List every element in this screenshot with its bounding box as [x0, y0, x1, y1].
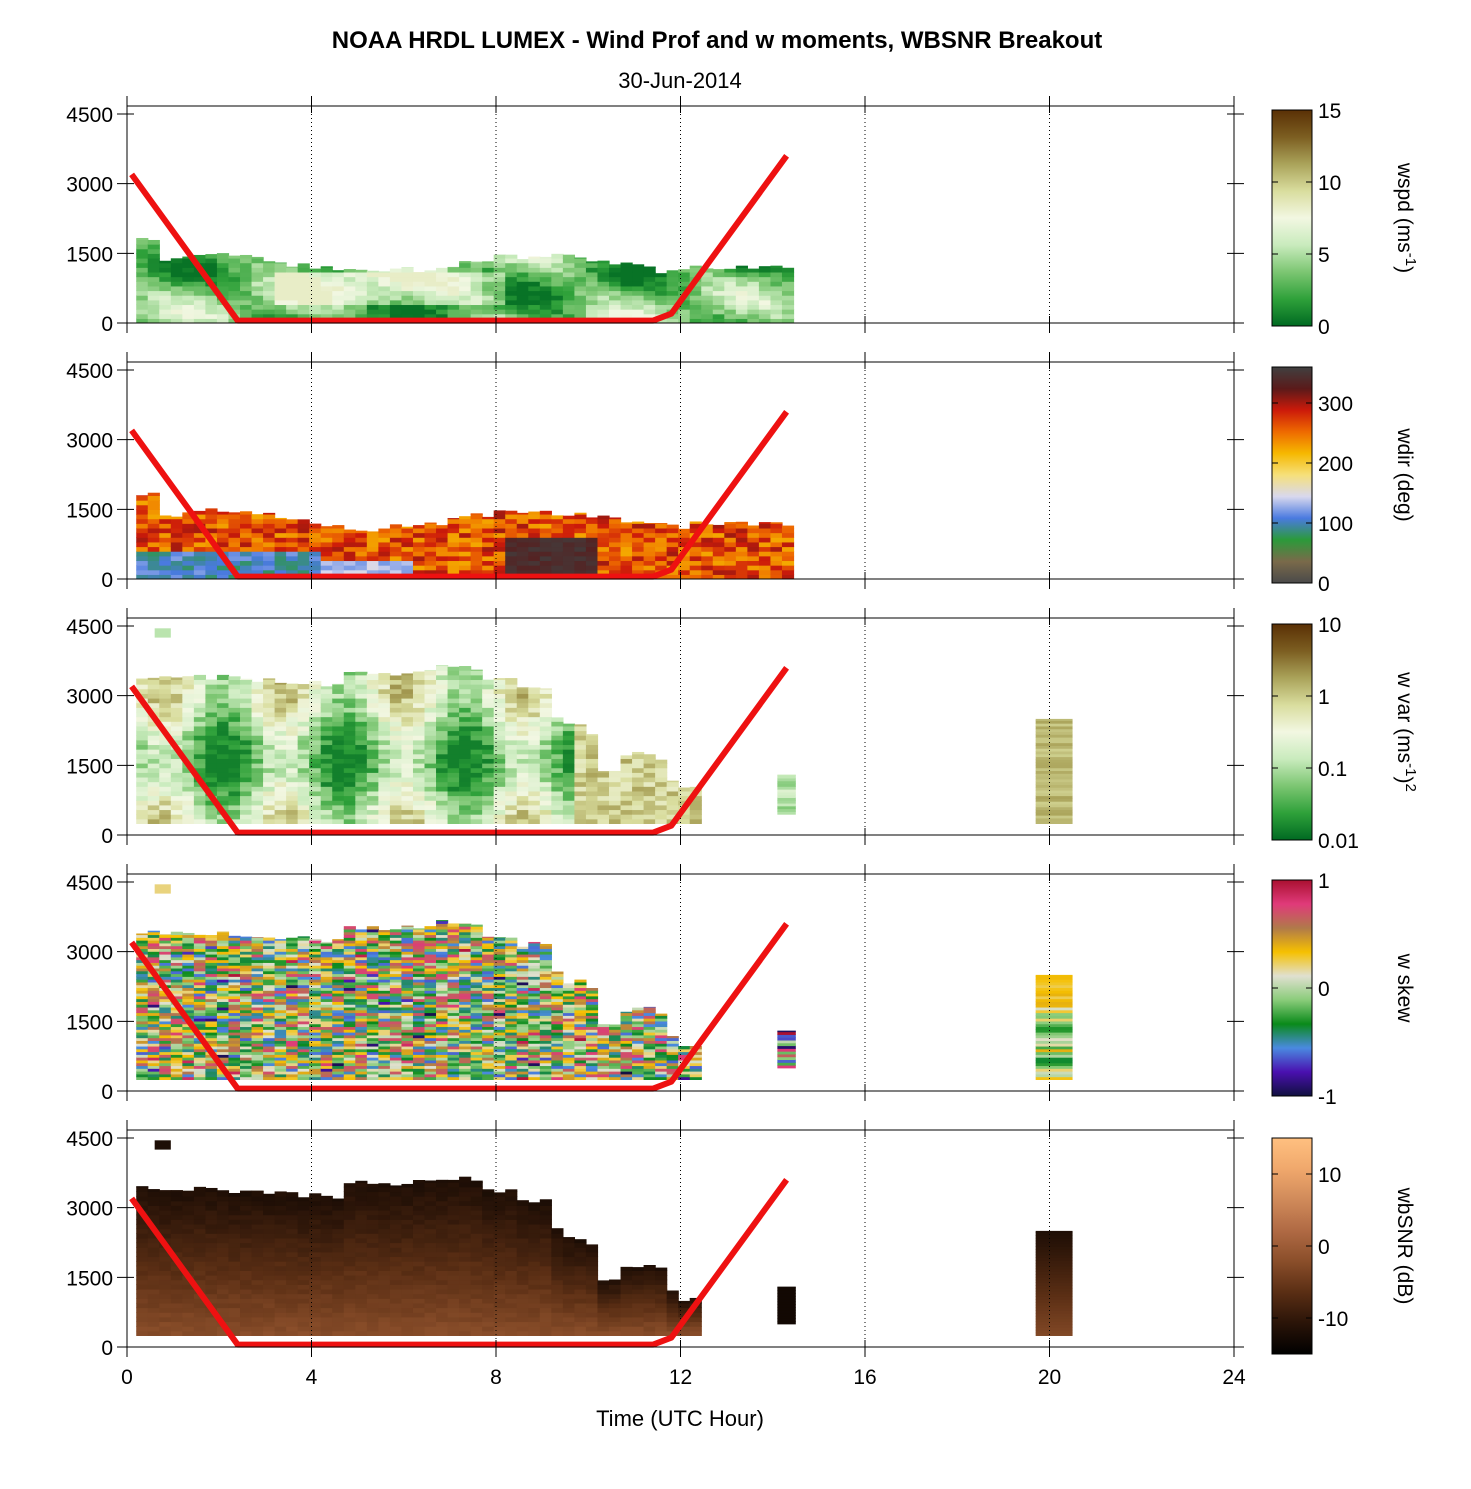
- colorbar-wspd: 0 5 10 15 wspd (ms-1): [1271, 100, 1420, 339]
- y-tick-label: 4500: [66, 872, 113, 895]
- y-tick-label: 3000: [66, 430, 113, 453]
- colorbar-label: w skew: [1393, 953, 1416, 1024]
- colorbar-tick-label: -1: [1318, 1086, 1337, 1109]
- colorbar-tick-label: 200: [1318, 453, 1353, 476]
- y-tick-label: 1500: [66, 1267, 113, 1290]
- x-tick-label: 12: [669, 1366, 692, 1389]
- colorbar-tick-label: 0: [1318, 1236, 1330, 1259]
- colorbar-tick-label: 300: [1318, 393, 1353, 416]
- colorbar-tick-label: 1: [1318, 870, 1330, 893]
- boundary-line: [129, 922, 790, 1092]
- colorbar-label: wdir (deg): [1393, 427, 1416, 521]
- colorbar-label: wbSNR (dB): [1393, 1187, 1416, 1305]
- y-tick-label: 0: [101, 569, 113, 592]
- heatmap-cells: [136, 237, 795, 323]
- y-tick-label: 4500: [66, 616, 113, 639]
- x-tick-label: 20: [1038, 1366, 1061, 1389]
- heatmap-cells: [136, 628, 1073, 824]
- chart-subtitle: 30-Jun-2014: [618, 68, 742, 93]
- colorbar-tick-label: 0: [1318, 978, 1330, 1001]
- y-tick-label: 3000: [66, 686, 113, 709]
- colorbar-label: wspd (ms-1): [1393, 162, 1420, 273]
- y-tick-label: 0: [101, 313, 113, 336]
- panel-wspd: 0 1500 3000 4500 0 5 10 15 wspd (ms-1): [66, 96, 1420, 339]
- y-tick-label: 0: [101, 825, 113, 848]
- y-tick-label: 1500: [66, 1011, 113, 1034]
- colorbar-tick-label: 10: [1318, 172, 1341, 195]
- panel-w-var: 0 1500 3000 4500 0.01 0.1 1 10 w var (ms-1)2: [66, 608, 1420, 853]
- colorbar-w-skew: -1 0 1 w skew: [1271, 870, 1416, 1109]
- x-tick-label: 4: [306, 1366, 318, 1389]
- heatmap-cells: [136, 1140, 1073, 1336]
- colorbar-tick-label: 1: [1318, 686, 1330, 709]
- y-tick-label: 1500: [66, 243, 113, 266]
- y-tick-label: 4500: [66, 1128, 113, 1151]
- x-axis-label: Time (UTC Hour): [596, 1406, 764, 1431]
- y-tick-label: 0: [101, 1337, 113, 1360]
- colorbar-label: w var (ms-1)2: [1393, 671, 1420, 792]
- y-tick-label: 3000: [66, 942, 113, 965]
- y-tick-label: 3000: [66, 1198, 113, 1221]
- x-tick-label: 8: [490, 1366, 502, 1389]
- y-tick-label: 1500: [66, 755, 113, 778]
- boundary-line: [129, 1178, 790, 1348]
- y-tick-label: 1500: [66, 499, 113, 522]
- colorbar-tick-label: 0: [1318, 573, 1330, 596]
- panel-wdir: 0 1500 3000 4500 0 100 200 300 wdir (deg): [66, 352, 1416, 596]
- colorbar-w-var: 0.01 0.1 1 10 w var (ms-1)2: [1271, 614, 1420, 853]
- x-tick-label: 16: [853, 1366, 876, 1389]
- colorbar-tick-label: 10: [1318, 1164, 1341, 1187]
- panel-wbSNR: 0 1500 3000 4500 0 4 8 12 16 20 24 -10 0 10 wbSNR (dB): [66, 1120, 1416, 1389]
- boundary-line: [129, 410, 790, 580]
- colorbar-tick-label: 0.01: [1318, 830, 1359, 853]
- colorbar-tick-label: 10: [1318, 614, 1341, 637]
- colorbar-tick-label: 0.1: [1318, 758, 1347, 781]
- boundary-line: [129, 154, 790, 324]
- chart-title: NOAA HRDL LUMEX - Wind Prof and w moment…: [332, 27, 1102, 54]
- y-tick-label: 0: [101, 1081, 113, 1104]
- colorbar-tick-label: 0: [1318, 316, 1330, 339]
- x-tick-label: 24: [1222, 1366, 1246, 1389]
- heatmap-cells: [136, 884, 1073, 1080]
- colorbar-tick-label: -10: [1318, 1308, 1348, 1331]
- x-tick-label: 0: [121, 1366, 133, 1389]
- colorbar-wdir: 0 100 200 300 wdir (deg): [1271, 366, 1416, 596]
- y-tick-label: 3000: [66, 174, 113, 197]
- y-tick-label: 4500: [66, 360, 113, 383]
- colorbar-tick-label: 5: [1318, 244, 1330, 267]
- colorbar-tick-label: 100: [1318, 513, 1353, 536]
- panel-w-skew: 0 1500 3000 4500 -1 0 1 w skew: [66, 864, 1416, 1109]
- colorbar-wbSNR: -10 0 10 wbSNR (dB): [1271, 1137, 1416, 1355]
- boundary-line: [129, 666, 790, 836]
- y-tick-label: 4500: [66, 104, 113, 127]
- colorbar-tick-label: 15: [1318, 100, 1341, 123]
